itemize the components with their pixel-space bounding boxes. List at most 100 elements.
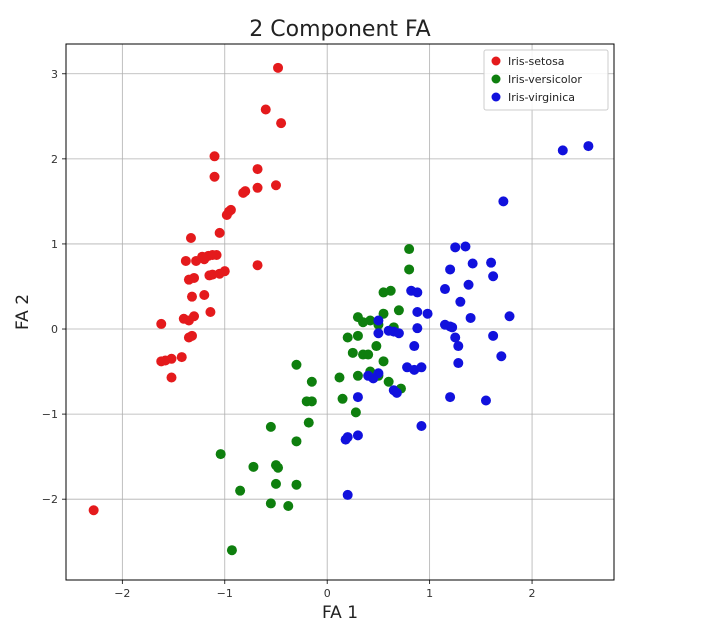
data-point (488, 330, 499, 341)
x-axis-title: FA 1 (322, 603, 358, 623)
data-point (498, 196, 509, 207)
data-point (291, 436, 302, 447)
data-point (214, 227, 225, 238)
y-tick-label: −2 (42, 493, 58, 506)
axis-ticks: −2 −1 0 1 2 −2 −1 0 1 2 3 (42, 68, 536, 600)
data-point (460, 241, 471, 252)
data-point (404, 264, 415, 275)
data-point (465, 312, 476, 323)
data-point (350, 407, 361, 418)
legend-box (483, 49, 609, 111)
data-point (557, 145, 568, 156)
x-tick-label: −2 (114, 587, 130, 600)
data-point (342, 332, 353, 343)
data-point (205, 307, 216, 317)
data-point (204, 270, 215, 281)
data-point (453, 341, 464, 352)
data-point (391, 387, 402, 398)
data-point (270, 478, 281, 489)
data-point (450, 242, 461, 253)
data-point (383, 376, 394, 387)
legend-item-virginica: Iris-virginica (491, 91, 575, 104)
y-tick-label: 1 (51, 238, 58, 251)
data-point (488, 271, 499, 282)
legend: Iris-setosa Iris-versicolor Iris-virgini… (483, 49, 609, 111)
legend-label-virginica: Iris-virginica (508, 91, 575, 104)
data-point (378, 287, 389, 298)
y-tick-label: −1 (42, 408, 58, 421)
data-point (352, 430, 363, 441)
legend-marker-setosa (491, 56, 501, 66)
data-point (393, 305, 404, 316)
data-point (445, 392, 456, 403)
data-point (199, 289, 210, 300)
data-point (156, 318, 167, 329)
data-point (306, 376, 317, 387)
data-point (409, 341, 420, 352)
data-point (412, 307, 423, 317)
legend-item-setosa: Iris-setosa (491, 55, 565, 68)
data-point (352, 370, 363, 381)
data-point (455, 296, 466, 307)
data-point (412, 287, 423, 298)
data-point (273, 462, 284, 473)
legend-item-versicolor: Iris-versicolor (491, 73, 582, 86)
data-point (215, 449, 226, 460)
data-point (176, 352, 187, 363)
data-point (453, 358, 464, 369)
data-point (156, 356, 167, 367)
data-point (334, 372, 345, 383)
data-point (412, 323, 423, 334)
y-tick-label: 3 (51, 68, 58, 81)
data-point (270, 180, 281, 191)
data-point (371, 341, 382, 352)
data-point (183, 315, 194, 326)
data-point (276, 118, 287, 129)
x-tick-label: 2 (529, 587, 536, 600)
chart-title: 2 Component FA (249, 17, 430, 42)
data-point (486, 257, 497, 268)
data-point (291, 479, 302, 490)
data-point (252, 260, 263, 271)
data-point (209, 171, 220, 182)
y-tick-label: 2 (51, 153, 58, 166)
legend-marker-virginica (491, 92, 501, 102)
data-point (340, 434, 351, 445)
data-point (352, 392, 363, 403)
data-point (199, 254, 210, 265)
y-axis-title: FA 2 (13, 294, 33, 330)
data-point (480, 395, 491, 406)
data-point (252, 182, 263, 193)
data-point (260, 104, 271, 115)
x-tick-label: −1 (217, 587, 233, 600)
data-point (463, 279, 474, 290)
data-point (211, 249, 222, 260)
data-point (248, 461, 259, 472)
data-point (183, 332, 194, 343)
data-point (291, 359, 302, 370)
data-point (416, 421, 427, 432)
legend-label-setosa: Iris-setosa (508, 55, 565, 68)
data-point (265, 421, 276, 432)
data-point (358, 317, 369, 328)
y-tick-label: 0 (51, 323, 58, 336)
data-point (238, 187, 249, 198)
data-point (342, 489, 353, 500)
data-point (185, 232, 196, 243)
data-point (368, 373, 379, 384)
data-point (583, 141, 594, 152)
data-point (422, 308, 433, 319)
data-point (373, 315, 384, 326)
data-point (352, 330, 363, 341)
data-point (363, 349, 374, 360)
x-tick-label: 1 (426, 587, 433, 600)
data-point (209, 151, 220, 162)
data-point (404, 244, 415, 255)
data-point (373, 328, 384, 339)
data-point (378, 308, 389, 319)
data-point (252, 164, 263, 175)
data-point (235, 485, 246, 496)
data-point (273, 62, 284, 73)
data-point (186, 291, 197, 302)
